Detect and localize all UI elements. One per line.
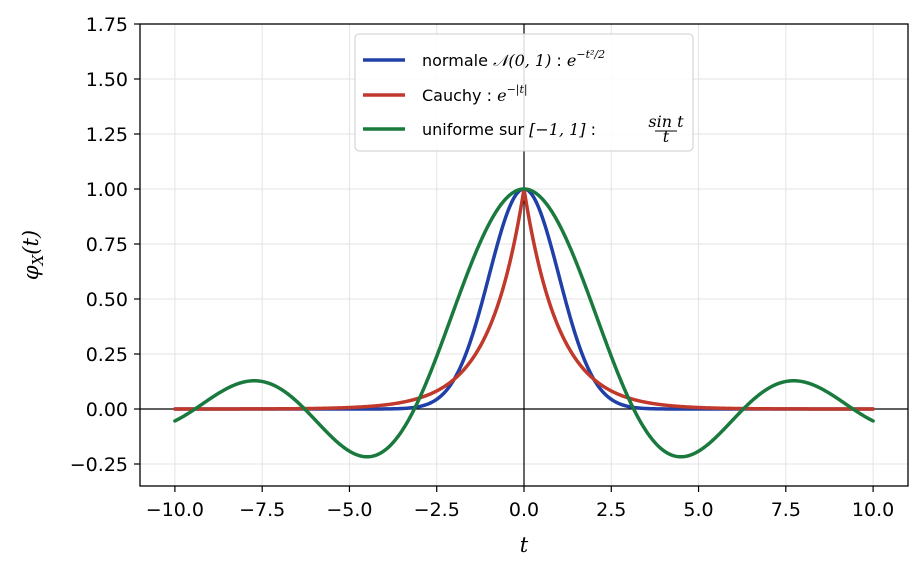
x-axis-ticks: −10.0 −7.5 −5.0 −2.5 0.0 2.5 5.0 7.5 10.0 [146,486,894,521]
y-tick-label: 0.75 [86,234,128,256]
x-tick-label: 10.0 [852,499,894,521]
legend-label-normal: normale 𝒩(0, 1) : e−t²/2 [422,48,605,70]
svg-text:t: t [663,127,670,146]
series-line-2 [173,187,875,459]
y-tick-label: 0.25 [86,344,128,366]
series-lines [173,187,875,459]
x-tick-label: 0.0 [509,499,539,521]
y-axis-ticks: −0.25 0.00 0.25 0.50 0.75 1.00 1.25 1.50 1.75 [70,14,140,476]
y-tick-label: 1.50 [86,69,128,91]
y-tick-label: −0.25 [70,454,128,476]
x-tick-label: −2.5 [414,499,460,521]
x-tick-label: 2.5 [596,499,626,521]
legend-box [354,33,694,152]
x-axis-label: t [520,533,529,557]
y-axis-label: φX(t) [19,230,47,280]
y-tick-label: 1.00 [86,179,128,201]
x-tick-label: 5.0 [683,499,713,521]
x-tick-label: −7.5 [239,499,285,521]
y-tick-label: 0.00 [86,399,128,421]
x-tick-label: 7.5 [771,499,801,521]
legend-label-uniform: uniforme sur [−1, 1] : [422,120,596,139]
y-tick-label: 1.75 [86,14,128,36]
legend-fraction-uniform: sin t t [648,112,684,146]
legend: normale 𝒩(0, 1) : e−t²/2 Cauchy : e−|t| … [354,33,694,152]
svg-text:sin t: sin t [648,112,684,131]
y-tick-label: 0.50 [86,289,128,311]
legend-label-cauchy: Cauchy : e−|t| [422,83,528,105]
x-tick-label: −5.0 [326,499,372,521]
y-tick-label: 1.25 [86,124,128,146]
x-tick-label: −10.0 [146,499,204,521]
